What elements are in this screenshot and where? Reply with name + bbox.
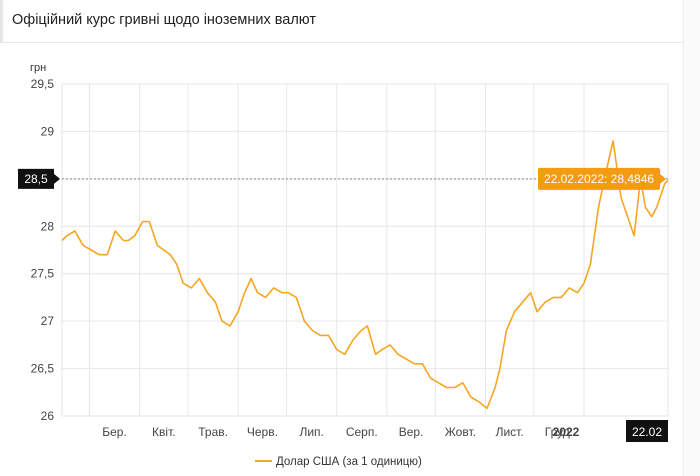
scrollbar[interactable] <box>683 0 700 476</box>
y-tick-label: 27 <box>41 314 55 328</box>
crosshair-x-value: 22.02 <box>632 425 662 439</box>
tooltip-text: 22.02.2022: 28,4846 <box>544 172 654 186</box>
series-line-usd[interactable] <box>61 140 669 410</box>
x-tick-label: Лист. <box>496 425 524 439</box>
x-tick-label: Трав. <box>198 425 228 439</box>
tooltip: 22.02.2022: 28,4846 <box>538 167 666 190</box>
y-tick-label: 27,5 <box>31 267 55 281</box>
x-tick-label: Вер. <box>399 425 424 439</box>
x-tick-label: Серп. <box>346 425 378 439</box>
x-tick-labels: Бер. Квіт. Трав. Черв. Лип. Серп. Вер. Жовт. Лис… <box>102 425 579 439</box>
x-tick-label: Груд. <box>545 425 573 439</box>
y-tick-label: 26 <box>41 409 55 423</box>
exchange-rate-chart: грн 26 26,5 27 27,5 28 28,5 29 29,5 Бер. Квіт. Тр… <box>18 62 669 468</box>
legend-label: Долар США (за 1 одиницю) <box>276 456 422 468</box>
x-tick-label: 2022 <box>553 425 580 439</box>
crosshair-y-label: 28,5 <box>18 168 60 189</box>
y-tick-label: 29,5 <box>31 77 55 91</box>
y-tick-label: 29 <box>41 124 55 138</box>
crosshair-y-value: 28,5 <box>24 172 48 186</box>
grid-lines <box>61 83 669 417</box>
x-tick-label: Лип. <box>299 425 323 439</box>
page-title: Офіційний курс гривні щодо іноземних вал… <box>12 12 317 28</box>
y-tick-label: 28 <box>41 219 55 233</box>
legend[interactable]: Долар США (за 1 одиницю) <box>255 456 422 468</box>
y-tick-label: 26,5 <box>31 362 55 376</box>
crosshair-x-label: 22.02 <box>626 420 668 442</box>
x-tick-label: Квіт. <box>152 425 176 439</box>
y-axis-label: грн <box>30 62 46 74</box>
x-tick-label: Бер. <box>102 425 127 439</box>
x-tick-label: Жовт. <box>445 425 476 439</box>
x-tick-label: Черв. <box>247 425 278 439</box>
page-header: Офіційний курс гривні щодо іноземних вал… <box>0 0 684 43</box>
